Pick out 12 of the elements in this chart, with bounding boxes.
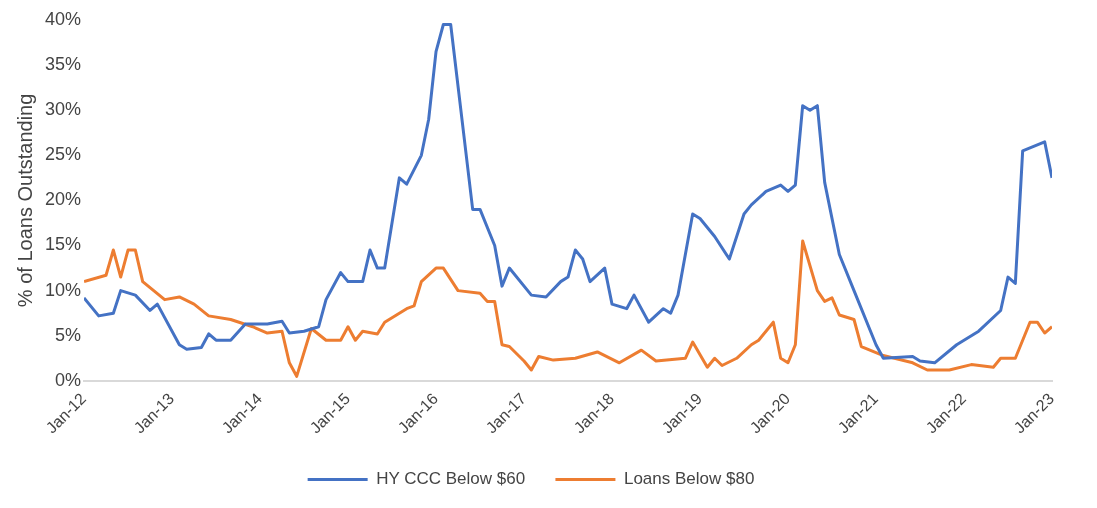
y-tick-label: 10% [45, 279, 82, 300]
legend-label: Loans Below $80 [623, 469, 755, 489]
y-tick-label: 25% [45, 144, 82, 165]
y-tick-label: 20% [45, 189, 82, 210]
y-tick-label: 0% [55, 369, 82, 390]
y-tick-label: 30% [45, 99, 82, 120]
y-axis-title: % of Loans Outstanding [13, 93, 36, 308]
y-tick-label: 35% [45, 54, 82, 75]
legend-label: HY CCC Below $60 [376, 469, 526, 489]
y-tick-label: 15% [45, 234, 82, 255]
y-tick-label: 5% [55, 324, 82, 345]
y-tick-label: 40% [45, 8, 82, 29]
